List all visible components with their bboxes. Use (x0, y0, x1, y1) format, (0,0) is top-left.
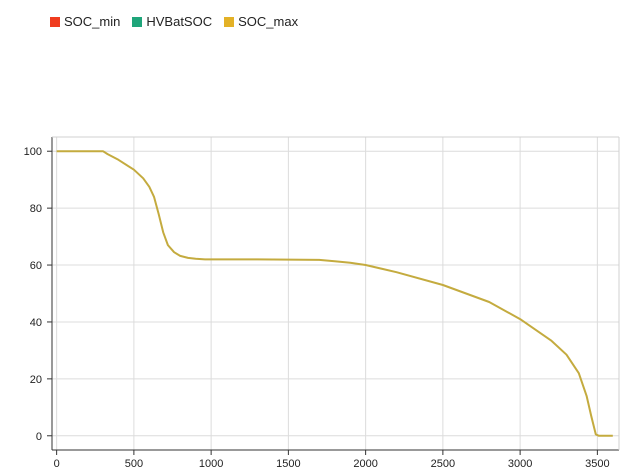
plot-area (52, 137, 619, 450)
series-line-soc-max (56, 150, 613, 437)
y-tick-label: 60 (30, 260, 42, 272)
x-tick-label: 1500 (276, 458, 300, 470)
x-tick-label: 1000 (199, 458, 223, 470)
y-tick-label: 80 (30, 203, 42, 215)
x-tick-label: 2500 (431, 458, 455, 470)
y-tick-label: 0 (36, 431, 42, 443)
legend-swatch-soc-max (224, 16, 235, 27)
y-tick-label: 20 (30, 374, 42, 386)
y-tick-label: 100 (24, 146, 42, 158)
legend-swatch-hvbatsoc (132, 16, 143, 27)
legend: SOC_min HVBatSOC SOC_max (50, 14, 298, 29)
x-tick-label: 0 (54, 458, 60, 470)
legend-label-soc-min: SOC_min (64, 14, 121, 29)
x-tick-label: 3500 (585, 458, 609, 470)
x-tick-label: 500 (125, 458, 143, 470)
legend-item-soc-max[interactable]: SOC_max (224, 14, 298, 29)
legend-swatch-soc-min (50, 16, 60, 27)
legend-label-hvbatsoc: HVBatSOC (146, 14, 213, 29)
legend-item-hvbatsoc[interactable]: HVBatSOC (132, 14, 212, 29)
x-tick-label: 3000 (508, 458, 532, 470)
x-tick-label: 2000 (353, 458, 377, 470)
y-tick-label: 40 (30, 317, 42, 329)
legend-label-soc-max: SOC_max (238, 14, 299, 29)
legend-item-soc-min[interactable]: SOC_min (50, 14, 120, 29)
